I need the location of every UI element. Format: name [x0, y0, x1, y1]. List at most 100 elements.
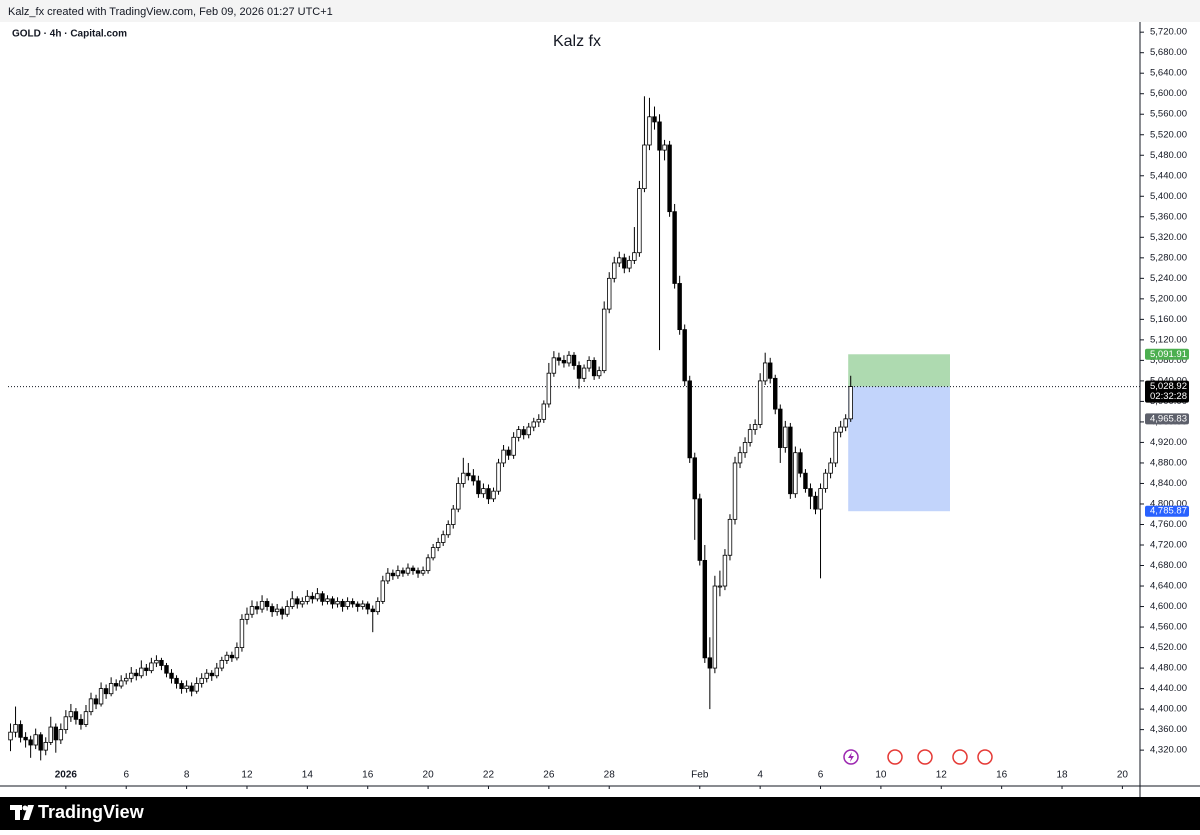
candle-body [154, 659, 159, 664]
candle-body [526, 426, 531, 436]
candle-body [486, 488, 491, 500]
candle-body [68, 711, 74, 718]
candle-body [239, 618, 245, 648]
x-tick-label: 20 [423, 770, 435, 781]
y-tick-label: 5,640.00 [1150, 68, 1187, 79]
candle-body [571, 354, 577, 366]
footer-bar [0, 797, 1200, 830]
y-tick-label: 4,360.00 [1150, 724, 1187, 735]
candle-body [757, 380, 763, 425]
candle-body [657, 121, 662, 151]
candle-body [637, 188, 642, 254]
x-tick-label: 18 [1056, 770, 1068, 781]
candle-body [285, 606, 290, 615]
candle-body [108, 683, 114, 695]
y-tick-label: 5,720.00 [1150, 27, 1187, 38]
candle-body [199, 677, 204, 684]
candle-body [209, 672, 214, 677]
candle-body [249, 606, 255, 615]
candle-body [264, 601, 270, 607]
candle-body [124, 677, 129, 682]
y-tick-label: 4,600.00 [1150, 601, 1187, 612]
candle-body [576, 365, 582, 379]
y-tick-label: 4,640.00 [1150, 581, 1187, 592]
y-tick-label: 5,200.00 [1150, 293, 1187, 304]
logo-mark [23, 805, 34, 820]
candle-body [732, 462, 738, 520]
candle-body [269, 606, 275, 613]
candle-body [722, 554, 728, 587]
x-tick-label: 14 [302, 770, 314, 781]
y-tick-label: 4,560.00 [1150, 622, 1187, 633]
candle-body [63, 716, 69, 731]
candle-body [607, 277, 612, 310]
y-tick-label: 5,600.00 [1150, 88, 1187, 99]
y-tick-label: 4,680.00 [1150, 560, 1187, 571]
candle-body [612, 262, 617, 279]
candle-body [451, 508, 456, 525]
candle-body [471, 475, 476, 482]
candle-body [340, 601, 345, 607]
candle-body [456, 483, 461, 510]
candle-body [848, 386, 853, 420]
candle-body [33, 734, 38, 746]
footer-brand: TradingView [38, 802, 145, 822]
candle-body [591, 359, 597, 377]
y-tick-label: 4,440.00 [1150, 683, 1187, 694]
candle-body [305, 595, 310, 602]
candle-body [662, 144, 667, 151]
candle-body [813, 495, 818, 510]
candle-body [234, 647, 240, 659]
candle-body [627, 259, 632, 269]
candle-body [375, 601, 380, 613]
candle-body [531, 421, 536, 428]
candle-body [596, 370, 602, 377]
y-tick-label: 5,560.00 [1150, 109, 1187, 120]
candle-body [481, 488, 486, 495]
candle-body [788, 426, 793, 495]
candle-body [803, 472, 808, 489]
x-tick-label: Feb [691, 770, 709, 781]
x-tick-label: 16 [996, 770, 1008, 781]
candle-body [139, 667, 144, 677]
x-tick-label: 26 [543, 770, 555, 781]
candle-body [632, 252, 637, 261]
candle-body [561, 359, 567, 364]
candle-body [556, 357, 562, 361]
candle-body [642, 144, 647, 189]
stop-zone [848, 386, 950, 512]
candle-body [18, 724, 23, 738]
candle-body [279, 608, 285, 615]
candle-body [385, 572, 391, 582]
header-bar [0, 0, 1200, 22]
candle-body [476, 480, 481, 495]
candle-body [149, 662, 154, 672]
candle-body [697, 498, 702, 561]
candle-body [415, 570, 421, 574]
candle-body [667, 144, 672, 213]
candle-body [345, 601, 350, 607]
y-tick-label: 4,320.00 [1150, 745, 1187, 756]
last-price-tag [1145, 380, 1189, 403]
candle-body [566, 354, 572, 364]
candle-body [435, 542, 441, 548]
candle-body [310, 595, 315, 600]
candle-body [617, 257, 622, 264]
x-tick-label: 28 [604, 770, 616, 781]
candle-body [793, 452, 798, 495]
x-tick-label: 10 [875, 770, 887, 781]
y-tick-label: 5,440.00 [1150, 170, 1187, 181]
logo-mark [22, 805, 28, 811]
candle-body [521, 429, 526, 436]
candle-body [652, 116, 657, 123]
candle-body [219, 659, 225, 669]
candle-body [838, 426, 843, 433]
price-tag-label: 4,785.87 [1150, 506, 1187, 517]
candle-body [410, 567, 416, 572]
x-tick-label: 2026 [55, 770, 78, 781]
candle-body [747, 429, 753, 443]
candle-body [350, 601, 355, 605]
candle-body [53, 726, 59, 741]
candle-body [717, 585, 723, 588]
